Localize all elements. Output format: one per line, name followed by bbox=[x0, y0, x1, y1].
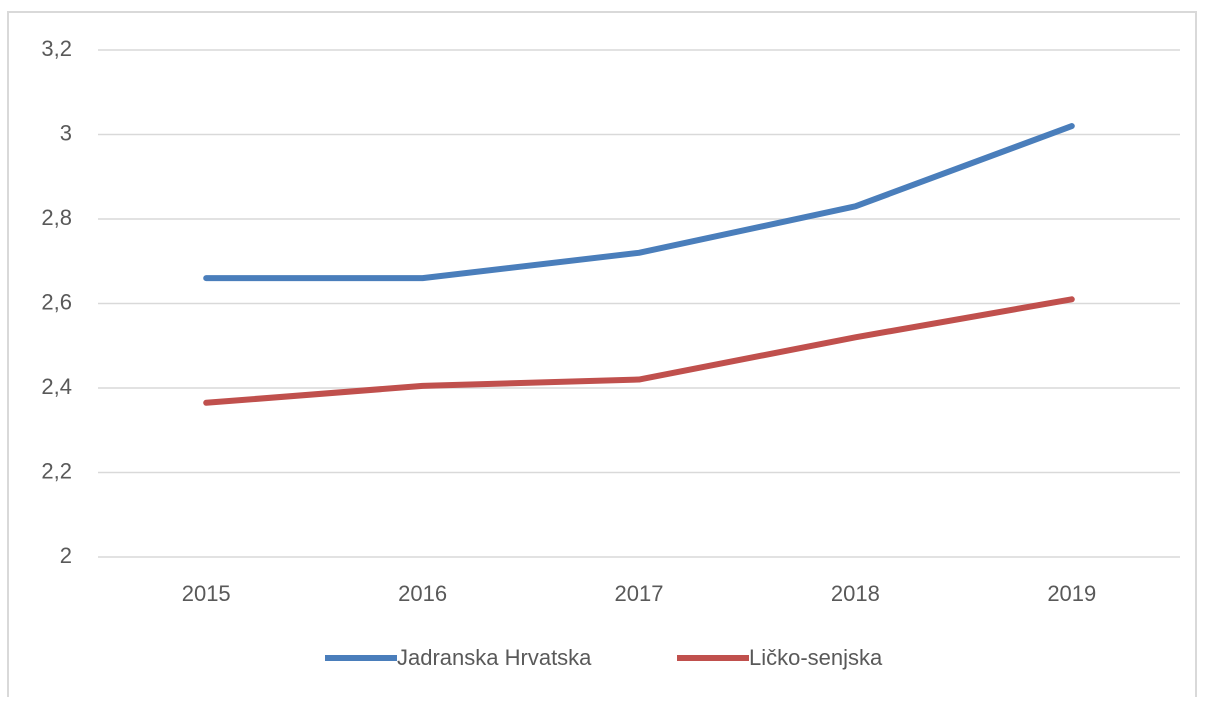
series-line bbox=[203, 296, 1075, 406]
y-tick-label: 2,6 bbox=[41, 289, 72, 314]
series-line bbox=[203, 123, 1075, 282]
x-tick-label: 2016 bbox=[398, 581, 447, 606]
y-tick-label: 2 bbox=[60, 543, 72, 568]
legend-label: Ličko-senjska bbox=[749, 645, 883, 670]
y-tick-label: 2,2 bbox=[41, 458, 72, 483]
legend-label: Jadranska Hrvatska bbox=[397, 645, 592, 670]
chart-frame bbox=[7, 11, 1197, 702]
y-tick-label: 2,4 bbox=[41, 374, 72, 399]
x-tick-label: 2017 bbox=[615, 581, 664, 606]
y-tick-label: 3 bbox=[60, 120, 72, 145]
x-tick-label: 2015 bbox=[182, 581, 231, 606]
x-tick-label: 2018 bbox=[831, 581, 880, 606]
y-tick-label: 2,8 bbox=[41, 205, 72, 230]
x-tick-label: 2019 bbox=[1047, 581, 1096, 606]
y-tick-label: 3,2 bbox=[41, 36, 72, 61]
